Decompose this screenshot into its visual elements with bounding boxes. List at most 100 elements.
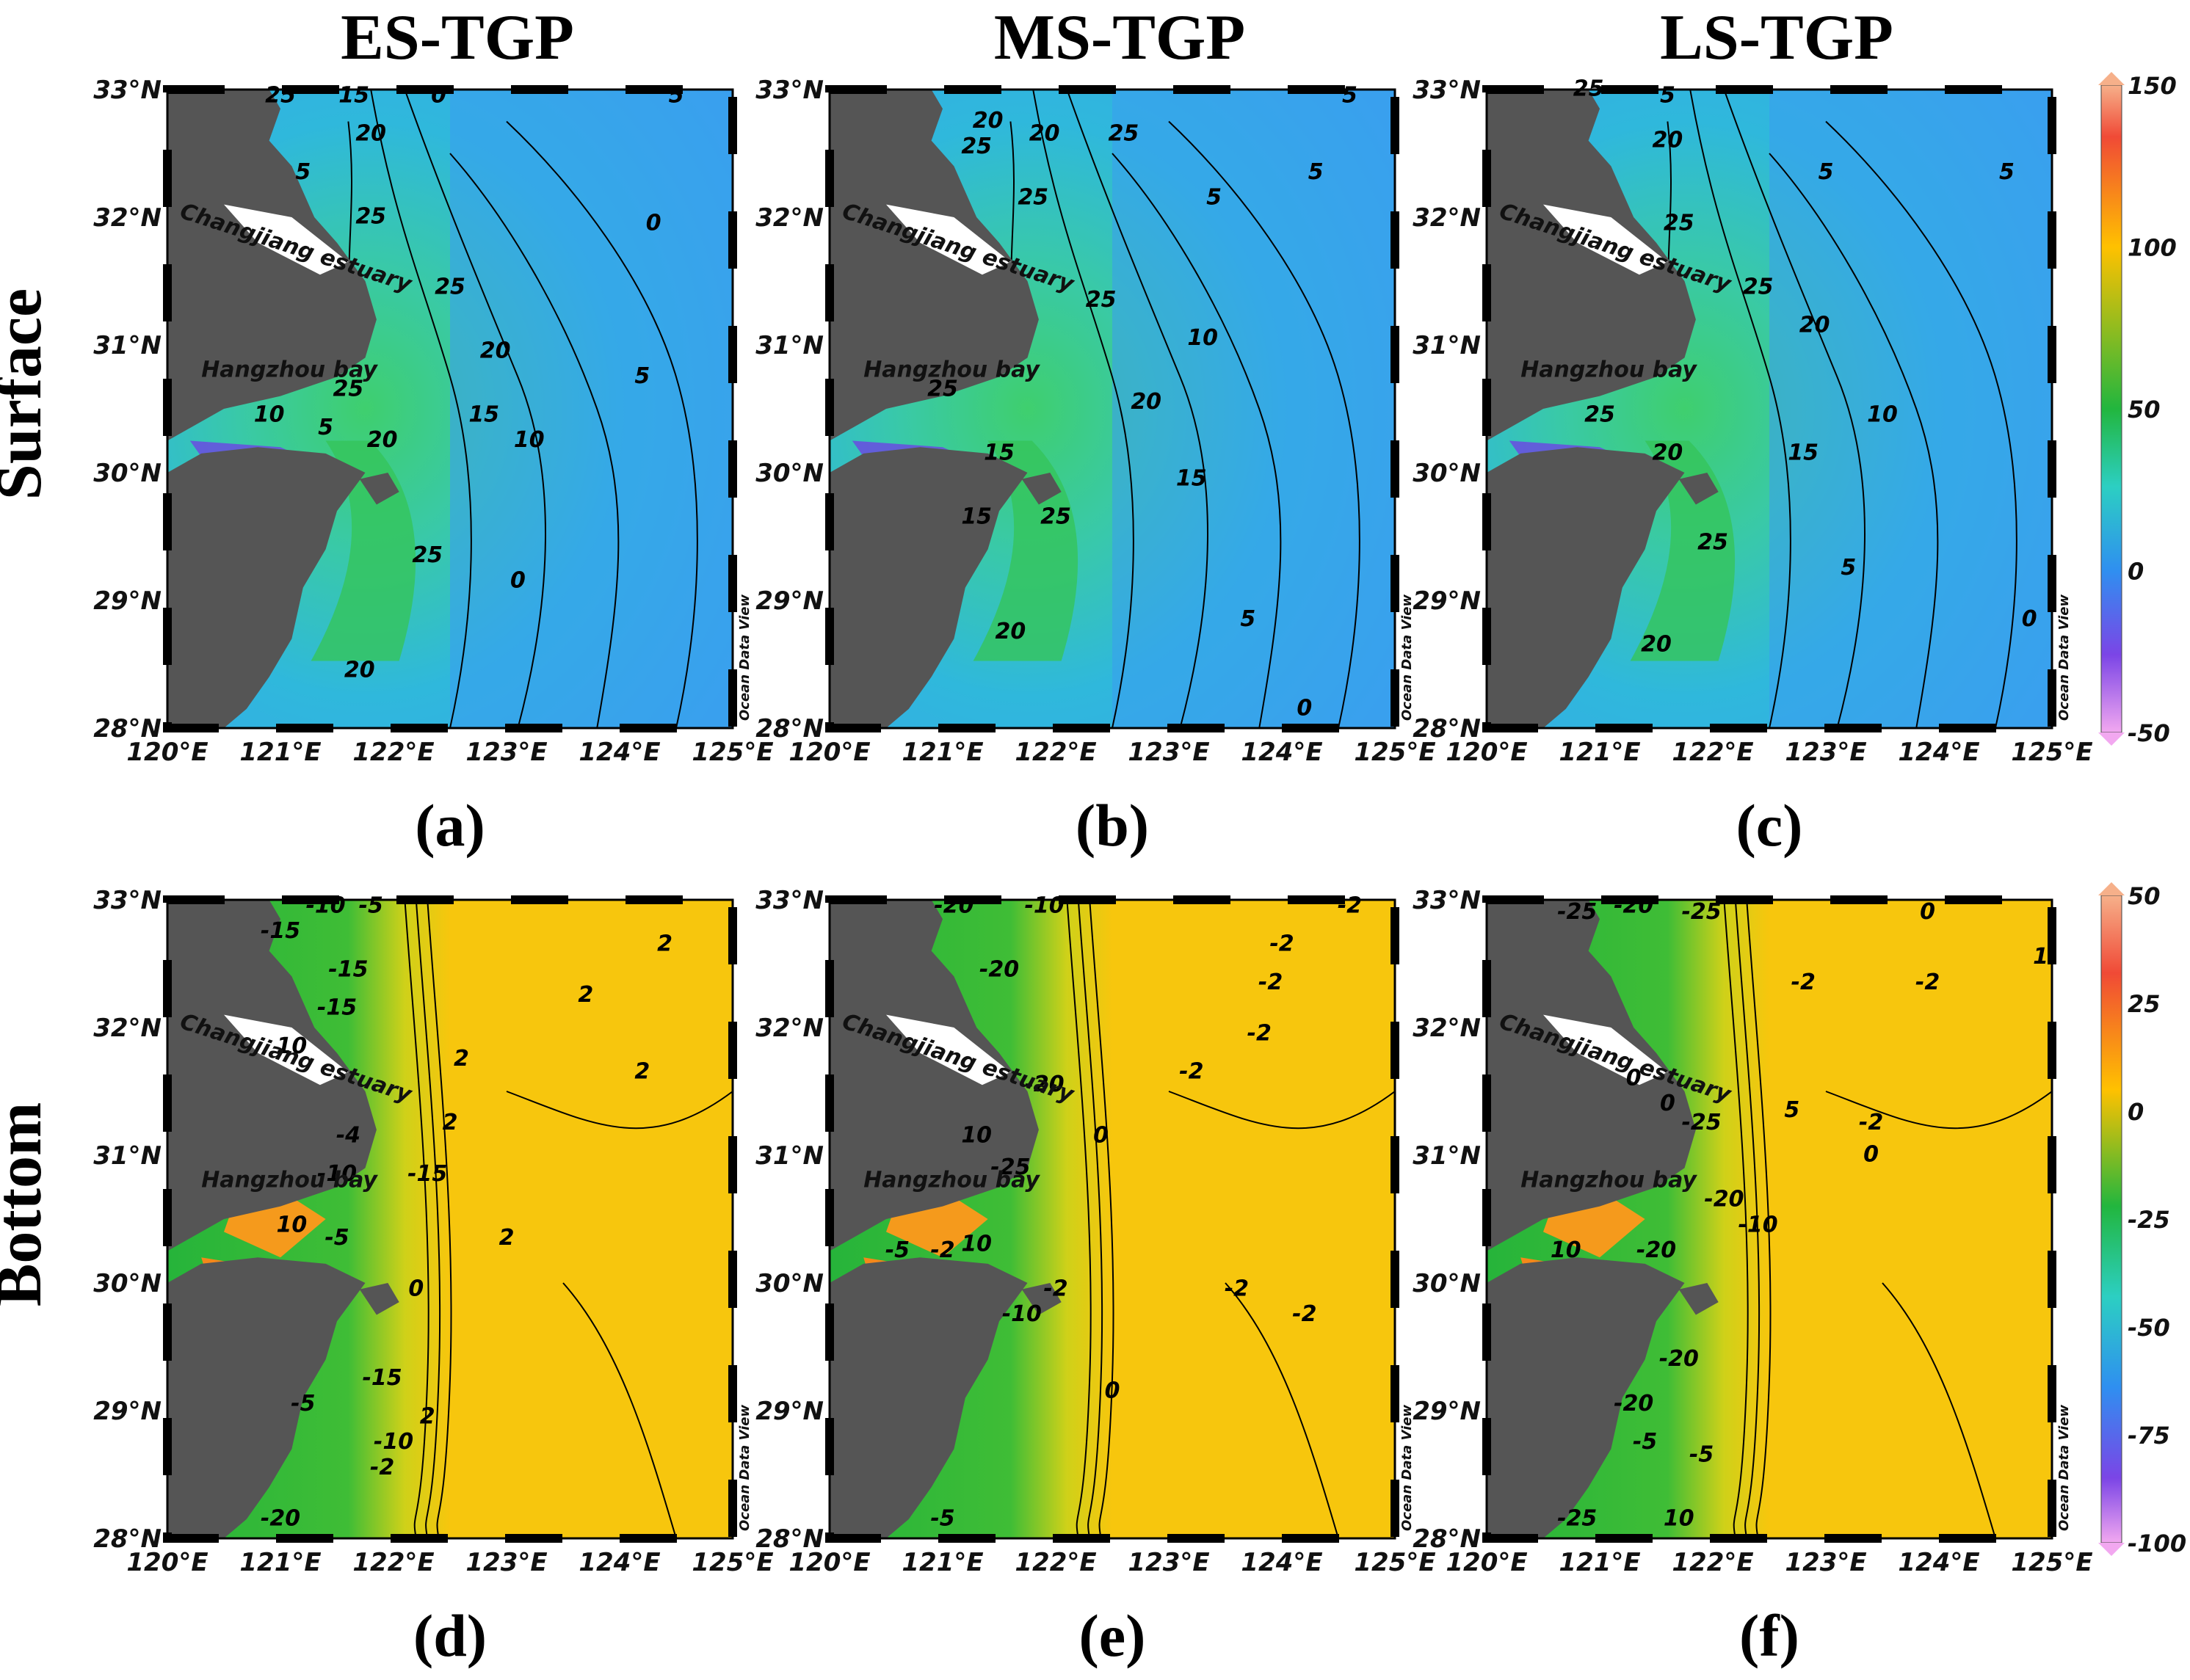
contour-label: 0 (1626, 1065, 1642, 1091)
lon-tick-label: 124°E (1898, 1548, 1979, 1577)
contour-label: 25 (1584, 401, 1615, 427)
colorbar-tick-label: -100 (2128, 1530, 2186, 1557)
contour-line (1734, 899, 1761, 1539)
contour-label: -2 (1292, 1301, 1316, 1327)
lat-tick-label: 28°N (1413, 714, 1481, 743)
lat-tick-label: 31°N (93, 1141, 162, 1171)
contour-line (1825, 1091, 2053, 1130)
contour-label: -2 (1269, 931, 1294, 957)
land-north (167, 900, 377, 1251)
estuary-channel (224, 204, 349, 275)
bay-label: Hangzhou bay (863, 357, 1040, 383)
contour-line (1089, 899, 1114, 1539)
map-frame-dashes (1482, 895, 2056, 1543)
contour-label: 10 (1187, 325, 1218, 351)
contour-line (1066, 899, 1092, 1539)
contour-label: -2 (1258, 970, 1283, 995)
contour-label: -2 (1247, 1020, 1272, 1046)
map-frame-dashes (1482, 85, 2056, 732)
contour-label: 15 (961, 504, 992, 530)
offshore-field (450, 90, 733, 728)
contour-label: 10 (961, 1123, 992, 1149)
contour-label: 20 (1641, 632, 1672, 658)
colorbar-cap-bottom (2098, 732, 2125, 746)
lon-tick-label: 124°E (579, 738, 660, 767)
contour-label: 25 (1664, 210, 1694, 236)
lat-tick-label: 33°N (93, 886, 162, 915)
contour-label: -2 (1225, 1276, 1249, 1301)
bay-label: Hangzhou bay (201, 357, 378, 383)
contour-label: -15 (362, 1365, 402, 1391)
column-title: ES-TGP (341, 2, 574, 73)
lat-tick-label: 29°N (1413, 1397, 1481, 1426)
contour-label: -20 (1659, 1346, 1699, 1372)
land-south (830, 447, 1028, 728)
contour-label: 15 (1176, 465, 1207, 491)
contour-label: -2 (1859, 1110, 1883, 1135)
lat-tick-label: 30°N (1413, 1269, 1481, 1298)
lat-tick-label: 30°N (93, 1269, 162, 1298)
contour-label: -20 (1636, 1237, 1676, 1263)
contour-label: 20 (1029, 121, 1060, 147)
contour-line (1032, 89, 1134, 729)
contour-label: 20 (1799, 313, 1830, 338)
contour-label: 10 (1551, 1237, 1581, 1263)
ocean-data-view-watermark: Ocean Data View (737, 594, 753, 721)
colorbar-tick-label: 0 (2128, 1098, 2144, 1126)
contour-label: -25 (1557, 1506, 1597, 1532)
lat-tick-label: 28°N (93, 1524, 162, 1554)
column-title: MS-TGP (994, 2, 1245, 73)
contour-line (1168, 1091, 1396, 1130)
contour-lines (1009, 89, 1360, 729)
ocean-data-view-watermark: Ocean Data View (1399, 1404, 1415, 1531)
contour-lines (1667, 89, 2017, 729)
colorbar-tick-label: 0 (2128, 558, 2144, 586)
panel-label: (c) (1736, 792, 1802, 859)
colorbar-tick-label: 50 (2128, 882, 2161, 910)
lat-tick-label: 30°N (755, 459, 824, 488)
panel-label: (a) (415, 792, 485, 859)
contour-label: 2 (634, 1059, 650, 1085)
map-frame-dashes (825, 895, 1399, 1543)
colorbar-cap-top (2098, 882, 2125, 895)
lon-tick-label: 122°E (1672, 1548, 1753, 1577)
lon-tick-label: 125°E (692, 1548, 773, 1577)
lon-tick-label: 122°E (1672, 738, 1753, 767)
contour-label: -25 (1681, 1110, 1721, 1135)
contour-label: -2 (1179, 1059, 1203, 1085)
colorbar: 50 25 0 -25 -50 -75 -100 (2098, 882, 2186, 1557)
colorbar-cap-bottom (2098, 1543, 2125, 1556)
contour-label: 20 (344, 657, 375, 683)
contour-label: 25 (333, 377, 364, 402)
contour-label: 25 (1743, 274, 1774, 299)
contour-label: -25 (1681, 899, 1721, 925)
offshore-field (1769, 90, 2052, 728)
island (1678, 473, 1719, 505)
lon-tick-label: 123°E (1128, 1548, 1209, 1577)
colorbar-tick-label: -25 (2128, 1206, 2170, 1234)
lon-tick-label: 124°E (579, 1548, 660, 1577)
contour-line (506, 1091, 733, 1130)
contour-label: 5 (1240, 606, 1255, 632)
lat-tick-label: 28°N (755, 1524, 824, 1554)
lon-tick-label: 125°E (1354, 738, 1435, 767)
lat-tick-label: 32°N (755, 203, 824, 233)
contour-label: -5 (930, 1506, 954, 1532)
contour-line (1723, 899, 1749, 1539)
offshore-field (1112, 90, 1395, 728)
contour-label: 25 (355, 204, 386, 230)
colorbar-gradient (2100, 895, 2122, 1543)
bay-label: Hangzhou bay (1520, 357, 1697, 383)
contour-label: 0 (1297, 696, 1312, 721)
contour-label: 15 (1788, 440, 1819, 466)
colorbar: 150 100 50 0 -50 (2098, 72, 2177, 747)
contour-label: 2 (443, 1110, 458, 1135)
contour-label: 0 (510, 568, 526, 594)
contour-label: 20 (367, 427, 398, 453)
land-north (1487, 90, 1696, 441)
land-north (830, 90, 1039, 441)
lat-tick-label: 31°N (1413, 1141, 1481, 1171)
estuary-channel (886, 204, 1011, 275)
lat-tick-label: 30°N (93, 459, 162, 488)
